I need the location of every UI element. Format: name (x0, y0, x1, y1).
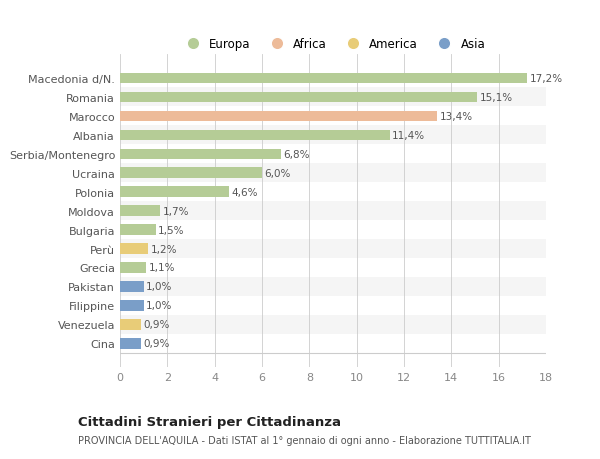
Bar (120, 244, 148, 254)
Bar (120, 258, 546, 277)
Bar (120, 126, 546, 145)
Text: 15,1%: 15,1% (480, 93, 513, 103)
Bar (120, 334, 546, 353)
Bar (120, 92, 478, 103)
Bar (120, 88, 546, 107)
Legend: Europa, Africa, America, Asia: Europa, Africa, America, Asia (176, 33, 490, 55)
Bar (120, 73, 527, 84)
Bar (120, 145, 546, 164)
Text: 13,4%: 13,4% (439, 112, 473, 122)
Bar (120, 69, 546, 88)
Text: 1,2%: 1,2% (151, 244, 177, 254)
Text: 1,0%: 1,0% (146, 301, 172, 311)
Text: 11,4%: 11,4% (392, 130, 425, 140)
Bar (120, 206, 160, 216)
Text: 17,2%: 17,2% (529, 74, 563, 84)
Text: 1,5%: 1,5% (158, 225, 184, 235)
Bar (120, 107, 546, 126)
Text: PROVINCIA DELL'AQUILA - Dati ISTAT al 1° gennaio di ogni anno - Elaborazione TUT: PROVINCIA DELL'AQUILA - Dati ISTAT al 1°… (78, 435, 531, 445)
Bar (120, 183, 546, 202)
Bar (120, 164, 546, 183)
Bar (120, 319, 142, 330)
Bar (120, 149, 281, 160)
Text: 1,0%: 1,0% (146, 282, 172, 292)
Bar (120, 221, 546, 240)
Bar (120, 282, 143, 292)
Bar (120, 296, 546, 315)
Bar (120, 240, 546, 258)
Bar (120, 112, 437, 122)
Text: Cittadini Stranieri per Cittadinanza: Cittadini Stranieri per Cittadinanza (78, 415, 341, 428)
Bar (120, 338, 142, 349)
Text: 0,9%: 0,9% (143, 339, 170, 348)
Bar (120, 187, 229, 197)
Bar (120, 202, 546, 221)
Bar (120, 277, 546, 296)
Text: 1,7%: 1,7% (163, 206, 189, 216)
Bar (120, 315, 546, 334)
Bar (120, 263, 146, 273)
Bar (120, 168, 262, 179)
Text: 4,6%: 4,6% (231, 187, 258, 197)
Text: 1,1%: 1,1% (148, 263, 175, 273)
Text: 6,8%: 6,8% (283, 149, 310, 159)
Bar (120, 130, 390, 140)
Bar (120, 301, 143, 311)
Bar (120, 225, 155, 235)
Text: 0,9%: 0,9% (143, 319, 170, 330)
Text: 6,0%: 6,0% (265, 168, 291, 178)
